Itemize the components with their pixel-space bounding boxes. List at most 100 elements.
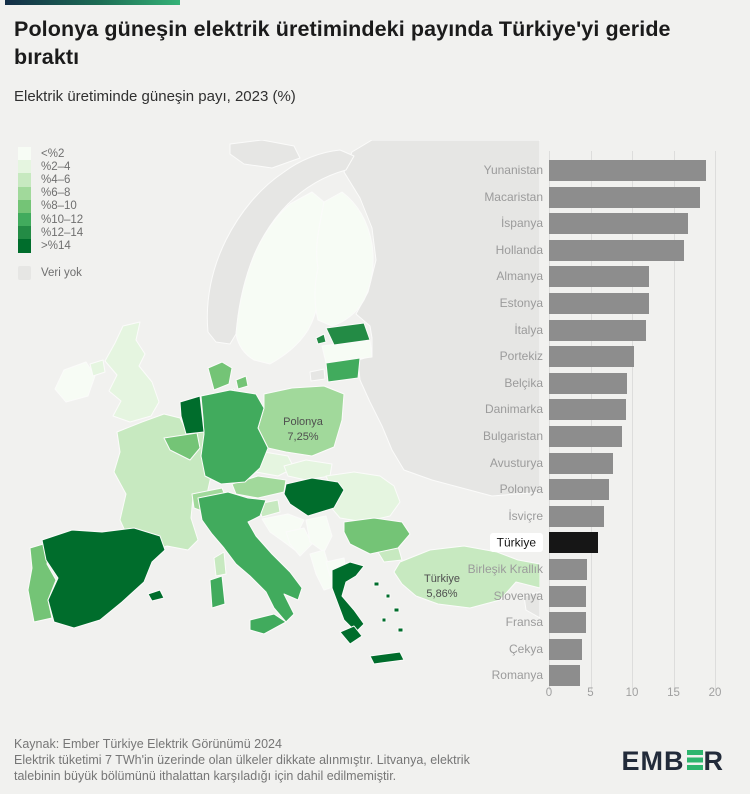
country-corsica	[213, 551, 227, 577]
gridline-x5	[590, 151, 592, 690]
country-netherlands	[179, 395, 205, 435]
legend-swatch	[18, 212, 31, 227]
country-estonia	[325, 322, 371, 346]
footnote: Elektrik tüketimi 7 TWh'in üzerinde olan…	[14, 753, 470, 783]
country-svalbard	[229, 140, 301, 169]
country-peloponnese	[339, 625, 363, 645]
gridline-x10	[632, 151, 633, 690]
country-sardinia	[209, 575, 226, 609]
legend-item: %12–14	[18, 226, 84, 240]
bar-18	[549, 638, 582, 660]
country-crete	[369, 651, 405, 665]
bar-6	[549, 319, 647, 341]
legend-label: %2–4	[41, 160, 71, 173]
country-greek-isles	[373, 581, 404, 633]
country-uk	[104, 321, 160, 423]
europe-choropleth-map: Polonya 7,25% Türkiye 5,86%	[0, 140, 540, 730]
legend-item: <%2	[18, 147, 83, 161]
bar-10	[549, 426, 622, 447]
legend-item: %4–6	[18, 173, 83, 187]
legend-label: >%14	[41, 239, 71, 252]
legend-item: %2–4	[18, 160, 83, 174]
gridline-x20	[715, 151, 716, 690]
country-hungary	[283, 477, 345, 517]
bar-19	[549, 665, 580, 687]
legend-swatch	[18, 186, 31, 200]
bar-4	[549, 266, 650, 288]
country-kaliningrad	[309, 368, 326, 382]
country-bulgaria	[343, 517, 411, 555]
no-data-swatch	[18, 266, 31, 280]
europe-map-svg	[27, 140, 540, 665]
bar-7	[549, 346, 634, 368]
legend-label: %4–6	[41, 173, 71, 186]
country-germany	[200, 389, 269, 485]
source-line: Kaynak: Ember Türkiye Elektrik Görünümü …	[14, 737, 282, 751]
bar-9	[549, 399, 627, 421]
bar-14	[549, 532, 598, 554]
legend-swatch	[18, 199, 31, 213]
ember-logo: EMB R	[622, 745, 725, 778]
legend-swatch	[18, 147, 31, 161]
page-title: Polonya güneşin elektrik üretimindeki pa…	[14, 17, 671, 69]
legend-swatch	[18, 226, 31, 240]
country-caucasus	[523, 591, 540, 619]
bar-5	[549, 293, 649, 314]
legend-label: %12–14	[41, 226, 84, 239]
legend-label: %6–8	[41, 187, 71, 200]
ember-e-icon	[686, 747, 703, 778]
bar-13	[549, 505, 604, 527]
bar-11	[549, 452, 613, 474]
country-estonia-isle	[315, 333, 327, 345]
gridline-x15	[673, 151, 675, 690]
bar-16	[549, 585, 587, 607]
x-axis-tick: 20	[708, 687, 722, 699]
legend-swatch	[18, 239, 31, 253]
bar-0	[549, 160, 706, 181]
country-turkey	[393, 545, 540, 609]
country-balearics	[147, 589, 165, 602]
map-annotation-turkiye: Türkiye 5,86%	[424, 572, 460, 602]
legend-swatch	[18, 173, 31, 187]
legend-item: %6–8	[18, 186, 83, 200]
country-sicily	[249, 613, 287, 635]
country-finland	[314, 191, 374, 327]
ember-logo-prefix: EMB	[621, 746, 685, 776]
annotation-value: 7,25%	[287, 431, 319, 443]
country-lithuania	[325, 357, 361, 383]
country-italy	[197, 491, 303, 623]
country-greece	[331, 561, 365, 633]
legend-item: %10–12	[18, 212, 83, 227]
bar-15	[549, 559, 588, 580]
bar-12	[549, 479, 610, 501]
map-annotation-polonya: Polonya 7,25%	[283, 415, 323, 445]
x-axis-tick: 10	[625, 687, 639, 699]
legend-label: %8–10	[41, 200, 77, 213]
bar-1	[549, 186, 701, 208]
annotation-value: 5,86%	[426, 588, 458, 600]
country-spain	[41, 527, 166, 629]
annotation-country-name: Türkiye	[423, 573, 461, 586]
bar-17	[549, 612, 586, 634]
color-scale-legend: <%2 %2–4 %4–6 %6–8 %8–10 %10–12 %12–14 >%14	[18, 147, 83, 253]
country-russia-belarus-ukraine	[343, 140, 540, 497]
legend-item: %8–10	[18, 199, 83, 213]
country-bosnia	[285, 527, 313, 557]
ember-logo-suffix: R	[703, 746, 724, 776]
bar-8	[549, 372, 627, 394]
legend-no-data: Veri yok	[18, 266, 82, 280]
gridline-x0	[549, 151, 550, 690]
legend-label: <%2	[41, 147, 65, 160]
country-n-ireland	[89, 359, 106, 377]
no-data-label: Veri yok	[41, 267, 82, 279]
x-axis-tick: 15	[667, 687, 680, 699]
brand-gradient-bar	[5, 0, 180, 5]
country-ireland	[54, 361, 96, 403]
legend-item: >%14	[18, 239, 83, 253]
page-subtitle: Elektrik üretiminde güneşin payı, 2023 (…	[14, 88, 296, 105]
x-axis-tick: 5	[587, 687, 594, 699]
country-serbia	[305, 515, 333, 553]
annotation-country-name: Polonya	[283, 416, 323, 429]
bar-3	[549, 239, 685, 261]
